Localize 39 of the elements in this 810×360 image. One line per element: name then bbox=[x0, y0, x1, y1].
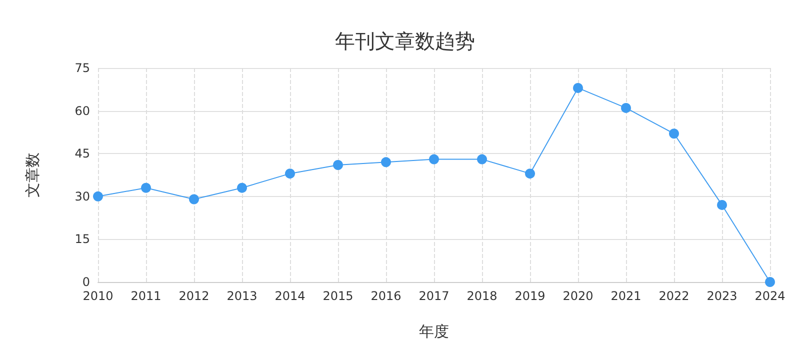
point bbox=[573, 82, 583, 93]
x-tick-label: 2022 bbox=[658, 289, 690, 303]
y-tick-label: 75 bbox=[74, 61, 90, 75]
x-tick-label: 2023 bbox=[706, 289, 738, 303]
x-tick-label: 2024 bbox=[754, 289, 786, 303]
point bbox=[285, 168, 295, 179]
y-tick-label: 60 bbox=[74, 104, 90, 118]
y-tick-label: 15 bbox=[74, 232, 90, 246]
point bbox=[669, 128, 679, 139]
x-tick-label: 2010 bbox=[82, 289, 114, 303]
x-tick-label: 2019 bbox=[514, 289, 546, 303]
x-tick-label: 2012 bbox=[178, 289, 210, 303]
x-tick-label: 2011 bbox=[130, 289, 162, 303]
point bbox=[333, 160, 343, 170]
y-tick-label: 45 bbox=[74, 146, 90, 161]
point bbox=[621, 102, 631, 113]
y-tick-label: 30 bbox=[74, 189, 90, 204]
x-tick-label: 2020 bbox=[562, 289, 594, 303]
point bbox=[429, 154, 439, 164]
point bbox=[93, 191, 103, 202]
y-tick-label: 0 bbox=[82, 275, 90, 289]
point bbox=[237, 182, 247, 193]
point bbox=[525, 168, 535, 179]
x-axis-title: 年度 bbox=[419, 322, 449, 340]
point bbox=[477, 154, 487, 164]
chart-title: 年刊文章数趋势 bbox=[335, 29, 475, 53]
x-tick-label: 2016 bbox=[370, 289, 402, 303]
x-tick-label: 2013 bbox=[226, 289, 258, 303]
x-tick-label: 2017 bbox=[418, 289, 450, 303]
x-tick-label: 2015 bbox=[322, 289, 354, 303]
point bbox=[765, 277, 775, 287]
y-axis-title: 文章数 bbox=[24, 152, 42, 198]
x-tick-label: 2018 bbox=[466, 289, 498, 303]
point bbox=[141, 182, 151, 193]
x-tick-label: 2014 bbox=[274, 289, 306, 303]
point bbox=[381, 157, 391, 168]
point bbox=[717, 200, 727, 210]
point bbox=[189, 194, 199, 204]
x-tick-label: 2021 bbox=[610, 289, 642, 303]
